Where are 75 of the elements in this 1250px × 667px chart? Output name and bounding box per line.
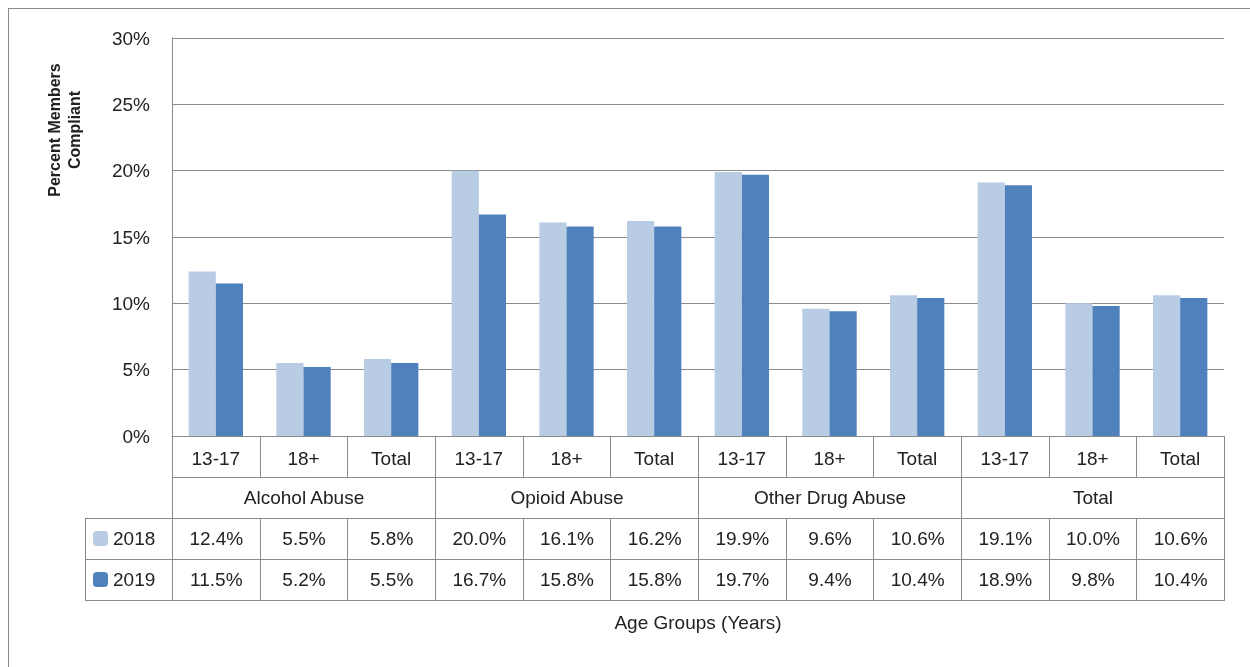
y-tick-label: 10% bbox=[111, 292, 151, 314]
bar bbox=[478, 214, 507, 436]
bar bbox=[303, 367, 331, 436]
y-tick-label: 20% bbox=[111, 160, 151, 182]
bar bbox=[215, 283, 244, 436]
data-label: 19.1% bbox=[961, 518, 1050, 560]
data-label: 9.4% bbox=[785, 559, 875, 601]
data-label: 5.8% bbox=[347, 518, 436, 560]
bar bbox=[917, 298, 945, 436]
x-tick-label: Total bbox=[371, 448, 412, 469]
y-axis-title: Percent Members Compliant bbox=[45, 62, 84, 199]
bar bbox=[188, 271, 216, 436]
x-tick-label: 13-17 bbox=[191, 448, 241, 469]
x-tick-label: 18+ bbox=[287, 448, 320, 469]
bar bbox=[714, 171, 742, 436]
bar bbox=[1065, 303, 1093, 436]
data-label: 19.9% bbox=[698, 518, 787, 560]
bar bbox=[391, 363, 419, 436]
y-tick-label: 30% bbox=[111, 27, 151, 49]
bar bbox=[363, 359, 392, 436]
x-tick-label: 18+ bbox=[550, 448, 583, 469]
data-label: 10.4% bbox=[873, 559, 962, 601]
x-tick-label: Total bbox=[634, 448, 675, 469]
x-tick-label: 13-17 bbox=[717, 448, 767, 469]
x-tick-label: 13-17 bbox=[454, 448, 504, 469]
data-label: 16.2% bbox=[610, 518, 699, 560]
data-label: 5.5% bbox=[347, 559, 436, 601]
y-tick-label: 5% bbox=[122, 359, 151, 381]
data-label: 11.5% bbox=[172, 559, 261, 601]
bar bbox=[451, 170, 479, 436]
bar bbox=[977, 182, 1005, 436]
x-tick-label: 18+ bbox=[1076, 448, 1109, 469]
legend-label: 2019 bbox=[113, 569, 156, 590]
text: Alcohol Abuse bbox=[172, 477, 436, 519]
bar bbox=[654, 226, 682, 436]
bar bbox=[829, 311, 857, 436]
bar bbox=[276, 363, 304, 436]
data-label: 10.0% bbox=[1048, 518, 1138, 560]
data-label: 19.7% bbox=[698, 559, 787, 601]
bar bbox=[1180, 298, 1208, 436]
bar bbox=[1152, 295, 1181, 436]
data-label: 5.5% bbox=[259, 518, 349, 560]
text: Age Groups (Years) bbox=[613, 612, 783, 634]
text: Total bbox=[961, 477, 1225, 519]
bar bbox=[566, 226, 594, 436]
bar bbox=[802, 308, 830, 436]
data-label: 18.9% bbox=[961, 559, 1050, 601]
bar bbox=[539, 222, 567, 436]
bar bbox=[889, 295, 918, 436]
text: Opioid Abuse bbox=[435, 477, 699, 519]
data-label: 10.6% bbox=[873, 518, 962, 560]
x-tick-label: 18+ bbox=[813, 448, 846, 469]
data-label: 16.7% bbox=[435, 559, 524, 601]
data-label: 12.4% bbox=[172, 518, 261, 560]
data-label: 10.6% bbox=[1136, 518, 1225, 560]
data-label: 15.8% bbox=[610, 559, 699, 601]
legend-label: 2018 bbox=[113, 528, 156, 549]
bar bbox=[741, 174, 770, 436]
data-label: 16.1% bbox=[522, 518, 612, 560]
y-tick-label: 15% bbox=[111, 226, 151, 248]
bar bbox=[626, 221, 655, 436]
bar bbox=[1004, 185, 1033, 436]
text: Other Drug Abuse bbox=[698, 477, 962, 519]
data-label: 20.0% bbox=[435, 518, 524, 560]
data-label: 5.2% bbox=[259, 559, 349, 601]
y-tick-label: 0% bbox=[122, 425, 151, 447]
x-tick-label: Total bbox=[897, 448, 938, 469]
data-label: 9.6% bbox=[785, 518, 875, 560]
bar bbox=[1092, 305, 1120, 436]
x-tick-label: Total bbox=[1160, 448, 1201, 469]
data-label: 9.8% bbox=[1048, 559, 1138, 601]
data-label: 10.4% bbox=[1136, 559, 1225, 601]
y-tick-label: 25% bbox=[111, 93, 151, 115]
data-label: 15.8% bbox=[522, 559, 612, 601]
x-tick-label: 13-17 bbox=[980, 448, 1030, 469]
